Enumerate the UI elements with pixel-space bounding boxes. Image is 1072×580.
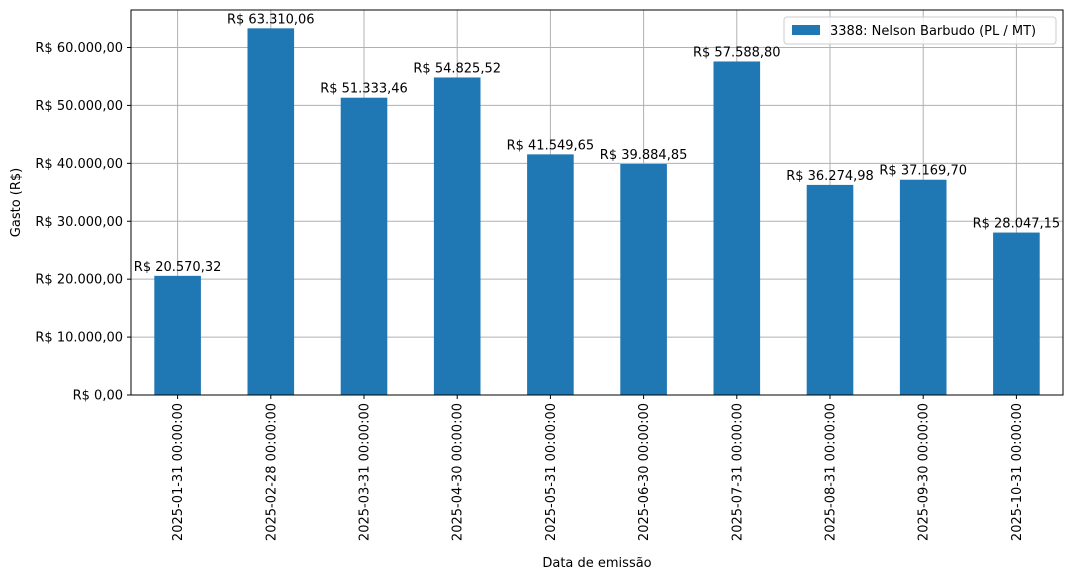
bar-data-label: R$ 37.169,70	[879, 164, 967, 179]
y-tick-label: R$ 40.000,00	[35, 157, 123, 172]
bar	[806, 184, 854, 395]
bar	[154, 275, 201, 395]
legend-box	[783, 16, 1057, 45]
y-tick-label: R$ 20.000,00	[35, 273, 123, 288]
bar	[899, 179, 947, 395]
bar-data-label: R$ 39.884,85	[600, 148, 688, 163]
x-tick-label: 2025-06-30 00:00:00	[637, 403, 652, 541]
data-labels: R$ 20.570,32 R$ 63.310,06 R$ 51.333,46 R$ 5…	[134, 12, 1060, 275]
bar-data-label: R$ 41.549,65	[507, 138, 595, 153]
x-axis-label: Data de emissão	[542, 556, 651, 571]
bar-data-label: R$ 54.825,52	[413, 61, 501, 76]
legend-swatch	[792, 25, 820, 35]
x-tick-label: 2025-01-31 00:00:00	[171, 403, 186, 541]
x-tick-label: 2025-09-30 00:00:00	[917, 403, 932, 541]
y-tick-label: R$ 0,00	[73, 389, 123, 404]
legend-label: 3388: Nelson Barbudo (PL / MT)	[830, 24, 1036, 39]
y-tick-label: R$ 30.000,00	[35, 215, 123, 230]
y-tick-label: R$ 10.000,00	[35, 331, 123, 346]
bar-data-label: R$ 36.274,98	[786, 169, 874, 184]
legend: 3388: Nelson Barbudo (PL / MT)	[783, 16, 1057, 45]
bar	[433, 77, 481, 396]
bar-data-label: R$ 28.047,15	[973, 217, 1061, 232]
x-tick-label: 2025-10-31 00:00:00	[1010, 403, 1025, 541]
y-tick-label: R$ 50.000,00	[35, 99, 123, 114]
x-tick-label: 2025-02-28 00:00:00	[264, 403, 279, 541]
bar	[713, 61, 761, 395]
bars	[154, 28, 1040, 396]
x-tick-label: 2025-08-31 00:00:00	[824, 403, 839, 541]
bar	[993, 232, 1040, 395]
bar	[247, 28, 295, 395]
y-axis-label: Gasto (R$)	[9, 168, 24, 237]
x-tick-label: 2025-07-31 00:00:00	[730, 403, 745, 541]
x-tick-label: 2025-04-30 00:00:00	[451, 403, 466, 541]
plot-frame	[130, 9, 1064, 396]
x-tick-label: 2025-05-31 00:00:00	[544, 403, 559, 541]
bar-data-label: R$ 20.570,32	[134, 260, 222, 275]
bar	[527, 154, 574, 395]
bar-data-label: R$ 63.310,06	[227, 12, 315, 27]
bar	[340, 97, 388, 396]
y-tick-label: R$ 60.000,00	[35, 41, 123, 56]
axis-ticks: R$ 0,00 R$ 10.000,00 R$ 20.000,00 R$ 30.000…	[35, 41, 1025, 541]
x-tick-label: 2025-03-31 00:00:00	[358, 403, 373, 541]
bar	[620, 164, 667, 395]
bar-data-label: R$ 57.588,80	[693, 45, 781, 60]
bar-data-label: R$ 51.333,46	[320, 82, 408, 97]
